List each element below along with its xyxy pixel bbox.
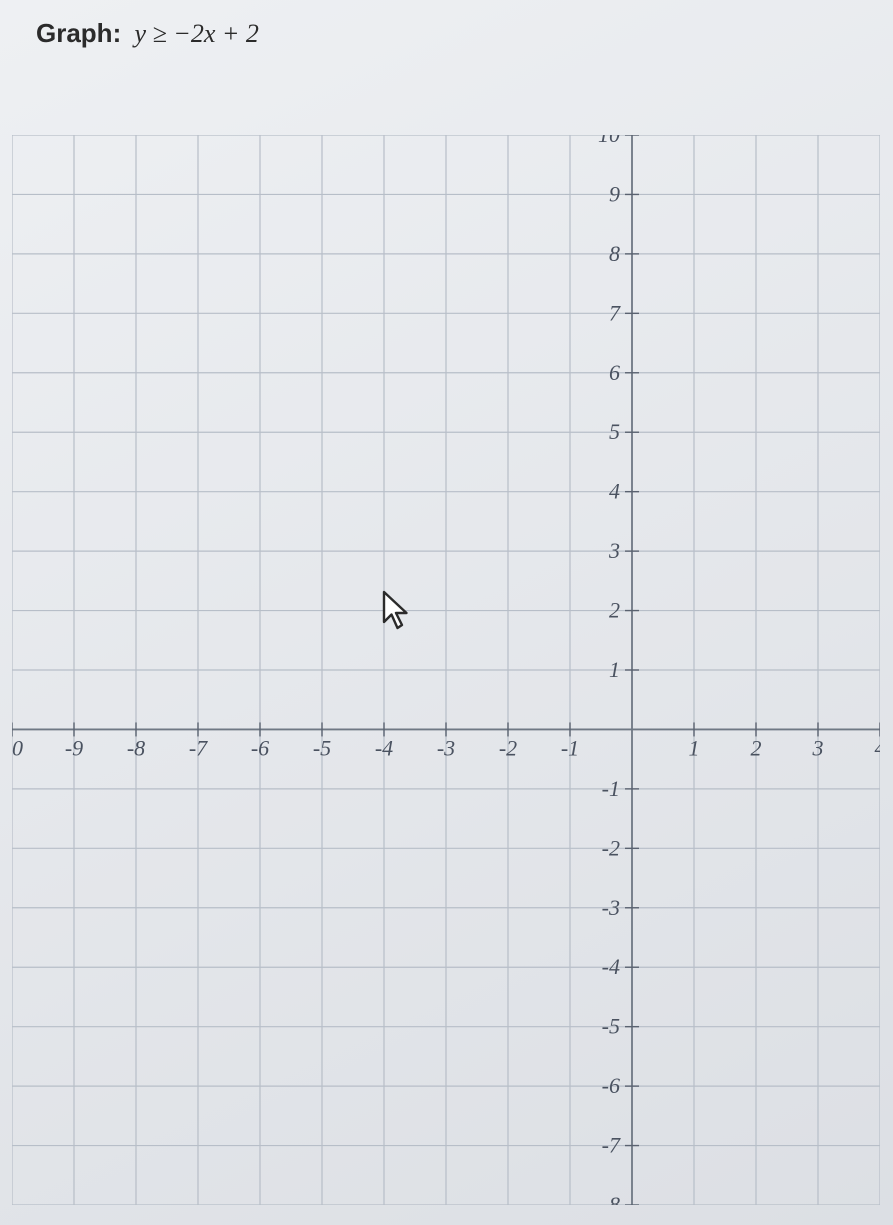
problem-label: Graph: — [36, 18, 121, 48]
x-axis-label: 4 — [875, 735, 881, 760]
y-axis-label: 4 — [609, 479, 620, 504]
x-axis-label: -3 — [437, 735, 455, 760]
y-axis-label: -7 — [602, 1133, 621, 1158]
y-axis-label: 5 — [609, 419, 620, 444]
y-axis-label: -5 — [602, 1014, 620, 1039]
x-axis-label: -2 — [499, 735, 517, 760]
y-axis-label: 6 — [609, 360, 620, 385]
x-axis-label: 3 — [812, 735, 824, 760]
problem-equation: y ≥ −2x + 2 — [134, 19, 258, 48]
y-axis-label: -3 — [602, 895, 620, 920]
y-axis-label: -6 — [602, 1073, 620, 1098]
x-axis-label: -1 — [561, 735, 579, 760]
x-axis-label: 2 — [751, 735, 762, 760]
x-axis-label: -9 — [65, 735, 83, 760]
y-axis-label: 8 — [609, 241, 620, 266]
y-axis-label: 3 — [608, 538, 620, 563]
y-axis-label: 10 — [598, 135, 620, 147]
grid-svg: 10 -9 -8 -7 -6 -5 -4 -3 -2 -1 1 2 3 4 10 9 8 7 6 5 4 3 2 1 -1 -2 -… — [12, 135, 880, 1205]
problem-statement: Graph: y ≥ −2x + 2 — [36, 18, 259, 49]
y-axis-label: -8 — [602, 1192, 620, 1205]
x-axis-label: -4 — [375, 735, 393, 760]
x-axis-label: -8 — [127, 735, 145, 760]
y-axis-label: 9 — [609, 181, 620, 206]
y-axis-label: 2 — [609, 598, 620, 623]
x-axis-label: -5 — [313, 735, 331, 760]
y-axis-label: -1 — [602, 776, 620, 801]
page-root: Graph: y ≥ −2x + 2 10-9-8-7-6-5-4-3-2-11… — [0, 0, 893, 1225]
y-axis-label: -2 — [602, 835, 620, 860]
y-axis-label: 1 — [609, 657, 620, 682]
y-axis-label: -4 — [602, 954, 620, 979]
x-axis-label: 10 — [12, 735, 23, 760]
coordinate-grid[interactable]: 10 -9 -8 -7 -6 -5 -4 -3 -2 -1 1 2 3 4 10 9 8 7 6 5 4 3 2 1 -1 -2 -… — [12, 135, 880, 1205]
y-axis-label: 7 — [609, 300, 621, 325]
x-axis-label: -6 — [251, 735, 269, 760]
x-axis-label: 1 — [689, 735, 700, 760]
x-axis-label: -7 — [189, 735, 208, 760]
